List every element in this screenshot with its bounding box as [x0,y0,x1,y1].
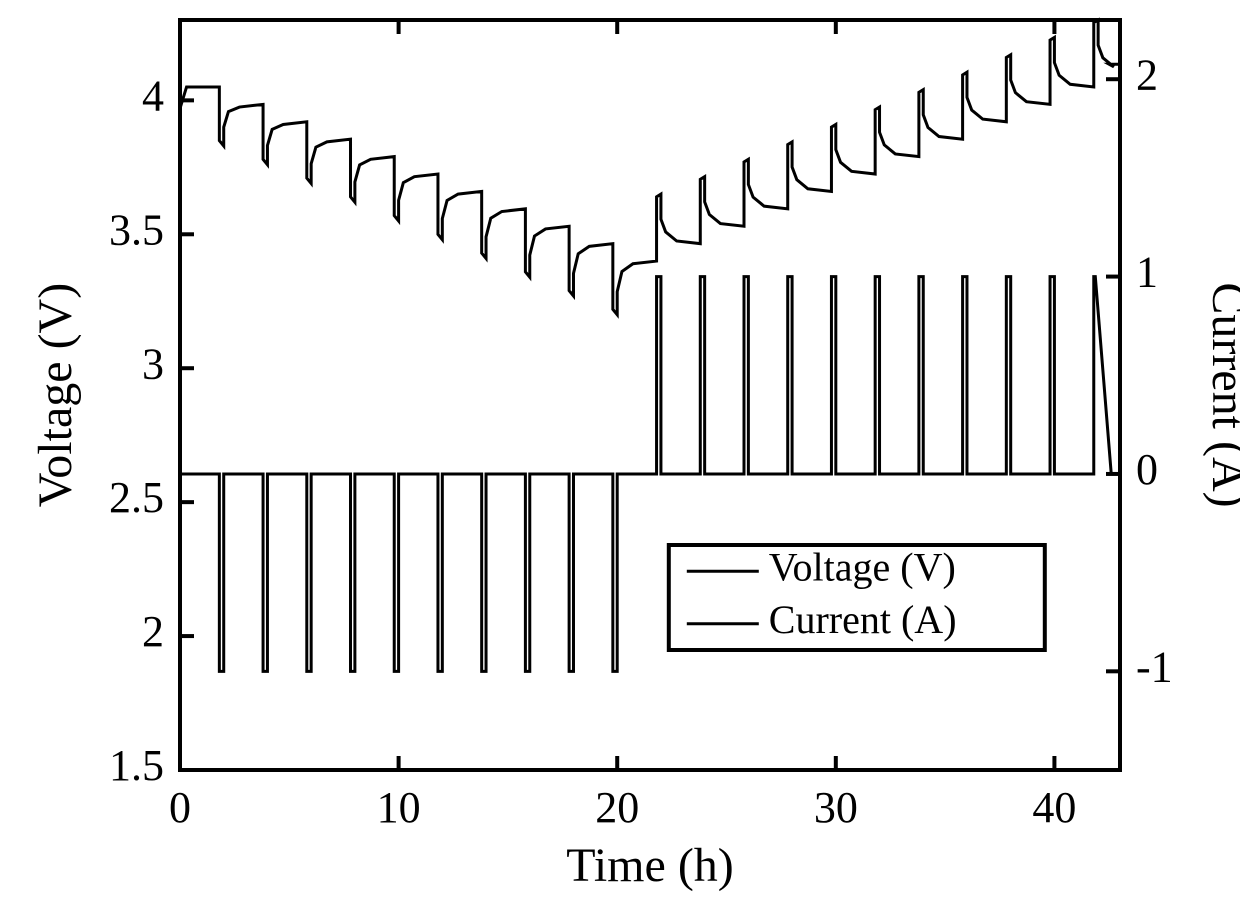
y-left-tick-label: 2 [142,607,164,656]
x-tick-label: 30 [814,783,858,832]
x-tick-label: 20 [595,783,639,832]
x-tick-label: 10 [377,783,421,832]
legend-label: Current (A) [769,597,957,642]
y-left-tick-label: 2.5 [109,473,164,522]
chart-container: 0 10 20 30 40 1.5 2 2.5 3 3.5 4 -1 0 1 2 Time (h) Voltag… [0,0,1240,907]
x-tick-label: 40 [1032,783,1076,832]
x-tick-label: 0 [169,783,191,832]
dual-axis-chart: 0 10 20 30 40 1.5 2 2.5 3 3.5 4 -1 0 1 2 Time (h) Voltag… [0,0,1240,907]
x-axis-label: Time (h) [566,839,734,892]
y-right-tick-label: 0 [1136,445,1158,494]
y-left-tick-label: 3.5 [109,205,164,254]
legend-label: Voltage (V) [769,544,956,589]
y-left-tick-label: 1.5 [109,741,164,790]
y-left-tick-label: 3 [142,339,164,388]
y-right-tick-label: 1 [1136,248,1158,297]
y-left-tick-label: 4 [142,71,164,120]
y-right-tick-label: 2 [1136,50,1158,99]
y-left-axis-label: Voltage (V) [29,283,82,507]
y-right-axis-label: Current (A) [1202,282,1240,507]
y-right-tick-label: -1 [1136,642,1173,691]
